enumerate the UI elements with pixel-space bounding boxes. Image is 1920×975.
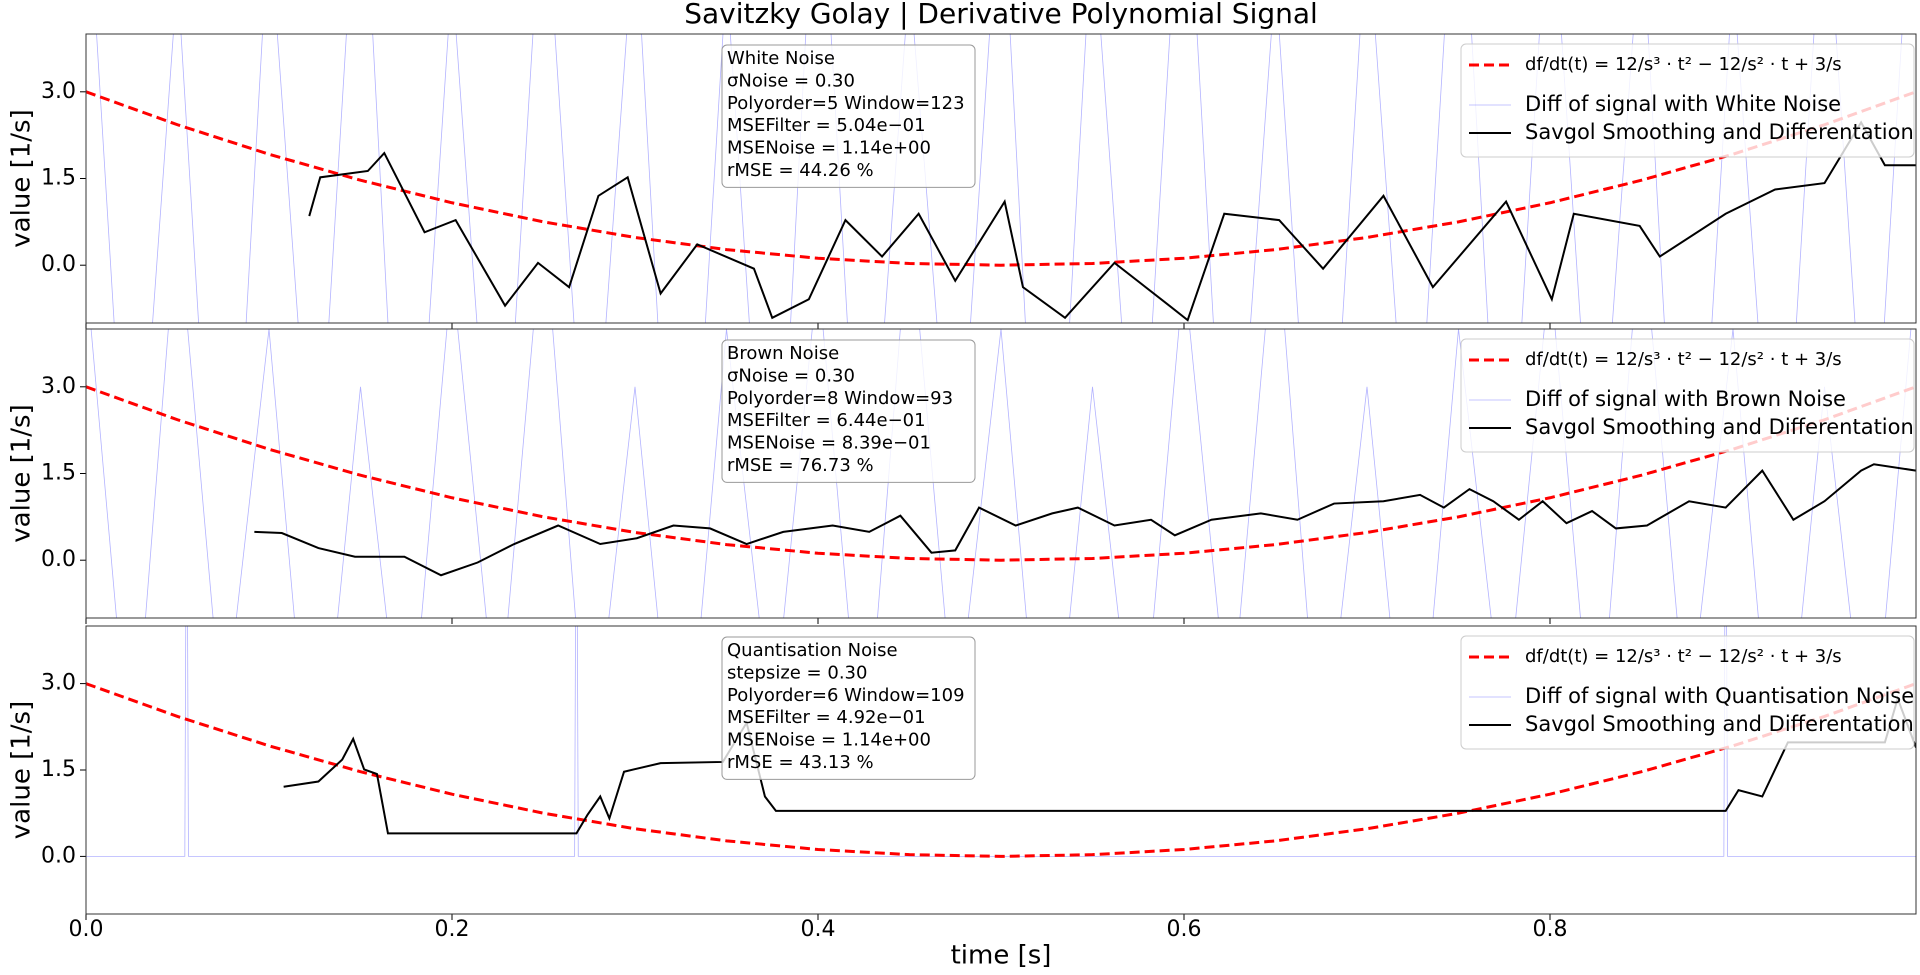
- plot-area: [86, 34, 1916, 323]
- series-line: [86, 682, 1916, 858]
- y-tick-label: 3.0: [41, 671, 76, 696]
- annotation-text: rMSE = 43.13 %: [727, 752, 874, 773]
- series-line: [254, 463, 1916, 577]
- y-tick-label: 0.0: [41, 547, 76, 572]
- x-tick-label: 0.6: [1167, 917, 1202, 942]
- annotation-text: Polyorder=6 Window=109: [727, 685, 965, 706]
- y-axis-label: value [1/s]: [7, 404, 37, 542]
- annotation-text: stepsize = 0.30: [727, 662, 867, 683]
- y-tick-label: 0.0: [41, 843, 76, 868]
- y-axis-label: value [1/s]: [7, 701, 37, 839]
- annotation-text: MSENoise = 8.39e−01: [727, 433, 931, 454]
- series-line: [90, 329, 1912, 618]
- x-tick-label: 0.2: [435, 917, 470, 942]
- subplot: value [1/s] time [s] 0.0 1.5 3.0 0.0 0.2 0.4 0.6…: [7, 625, 1917, 971]
- legend-label: Diff of signal with Brown Noise: [1525, 387, 1846, 411]
- legend-box: [1460, 43, 1915, 158]
- legend-box: [1460, 635, 1915, 750]
- legend-box: [1460, 338, 1915, 453]
- annotation-box: [721, 636, 976, 780]
- y-tick-label: 1.5: [41, 757, 76, 782]
- plot-area: [86, 626, 1916, 858]
- legend-label: df/dt(t) = 12/s³ · t² − 12/s² · t + 3/s: [1525, 54, 1842, 75]
- annotation-text: MSEFilter = 5.04e−01: [727, 115, 926, 136]
- annotation-text: MSENoise = 1.14e+00: [727, 730, 931, 751]
- annotation-text: Polyorder=8 Window=93: [727, 388, 953, 409]
- x-tick-label: 0.0: [69, 917, 104, 942]
- legend-label: Savgol Smoothing and Differentation: [1525, 120, 1914, 144]
- annotation-text: MSENoise = 1.14e+00: [727, 138, 931, 159]
- plot-area: [86, 329, 1916, 618]
- annotation-text: White Noise: [727, 48, 835, 69]
- annotation-text: MSEFilter = 6.44e−01: [727, 410, 926, 431]
- annotation-box: [721, 339, 976, 483]
- annotation-text: Polyorder=5 Window=123: [727, 93, 965, 114]
- y-tick-label: 1.5: [41, 166, 76, 191]
- x-tick-label: 0.8: [1533, 917, 1568, 942]
- annotation-text: σNoise = 0.30: [727, 365, 855, 386]
- y-axis-label: value [1/s]: [7, 109, 37, 247]
- axes-frame: [85, 625, 1917, 915]
- series-line: [86, 385, 1916, 562]
- axes-frame: [85, 328, 1917, 619]
- axes-frame: [85, 33, 1917, 324]
- annotation-text: σNoise = 0.30: [727, 70, 855, 91]
- legend-label: df/dt(t) = 12/s³ · t² − 12/s² · t + 3/s: [1525, 349, 1842, 370]
- series-line: [283, 695, 1916, 835]
- legend-label: Diff of signal with White Noise: [1525, 92, 1841, 116]
- annotation-text: Quantisation Noise: [727, 640, 898, 661]
- annotation-text: MSEFilter = 4.92e−01: [727, 707, 926, 728]
- y-tick-label: 3.0: [41, 79, 76, 104]
- legend-label: Savgol Smoothing and Differentation: [1525, 712, 1914, 736]
- y-tick-label: 1.5: [41, 461, 76, 486]
- annotation-box: [721, 44, 976, 188]
- series-line: [308, 120, 1916, 322]
- x-tick-label: 0.4: [801, 917, 836, 942]
- legend-label: Diff of signal with Quantisation Noise: [1525, 684, 1914, 708]
- y-tick-label: 0.0: [41, 252, 76, 277]
- y-tick-label: 3.0: [41, 374, 76, 399]
- annotation-text: rMSE = 44.26 %: [727, 160, 874, 181]
- annotation-text: rMSE = 76.73 %: [727, 455, 874, 476]
- legend-label: df/dt(t) = 12/s³ · t² − 12/s² · t + 3/s: [1525, 646, 1842, 667]
- chart-title: Savitzky Golay | Derivative Polynomial S…: [684, 0, 1318, 30]
- subplot: Savitzky Golay | Derivative Polynomial S…: [7, 0, 1917, 329]
- legend-label: Savgol Smoothing and Differentation: [1525, 415, 1914, 439]
- annotation-text: Brown Noise: [727, 343, 839, 364]
- x-axis-label: time [s]: [951, 941, 1052, 971]
- series-line: [86, 90, 1916, 267]
